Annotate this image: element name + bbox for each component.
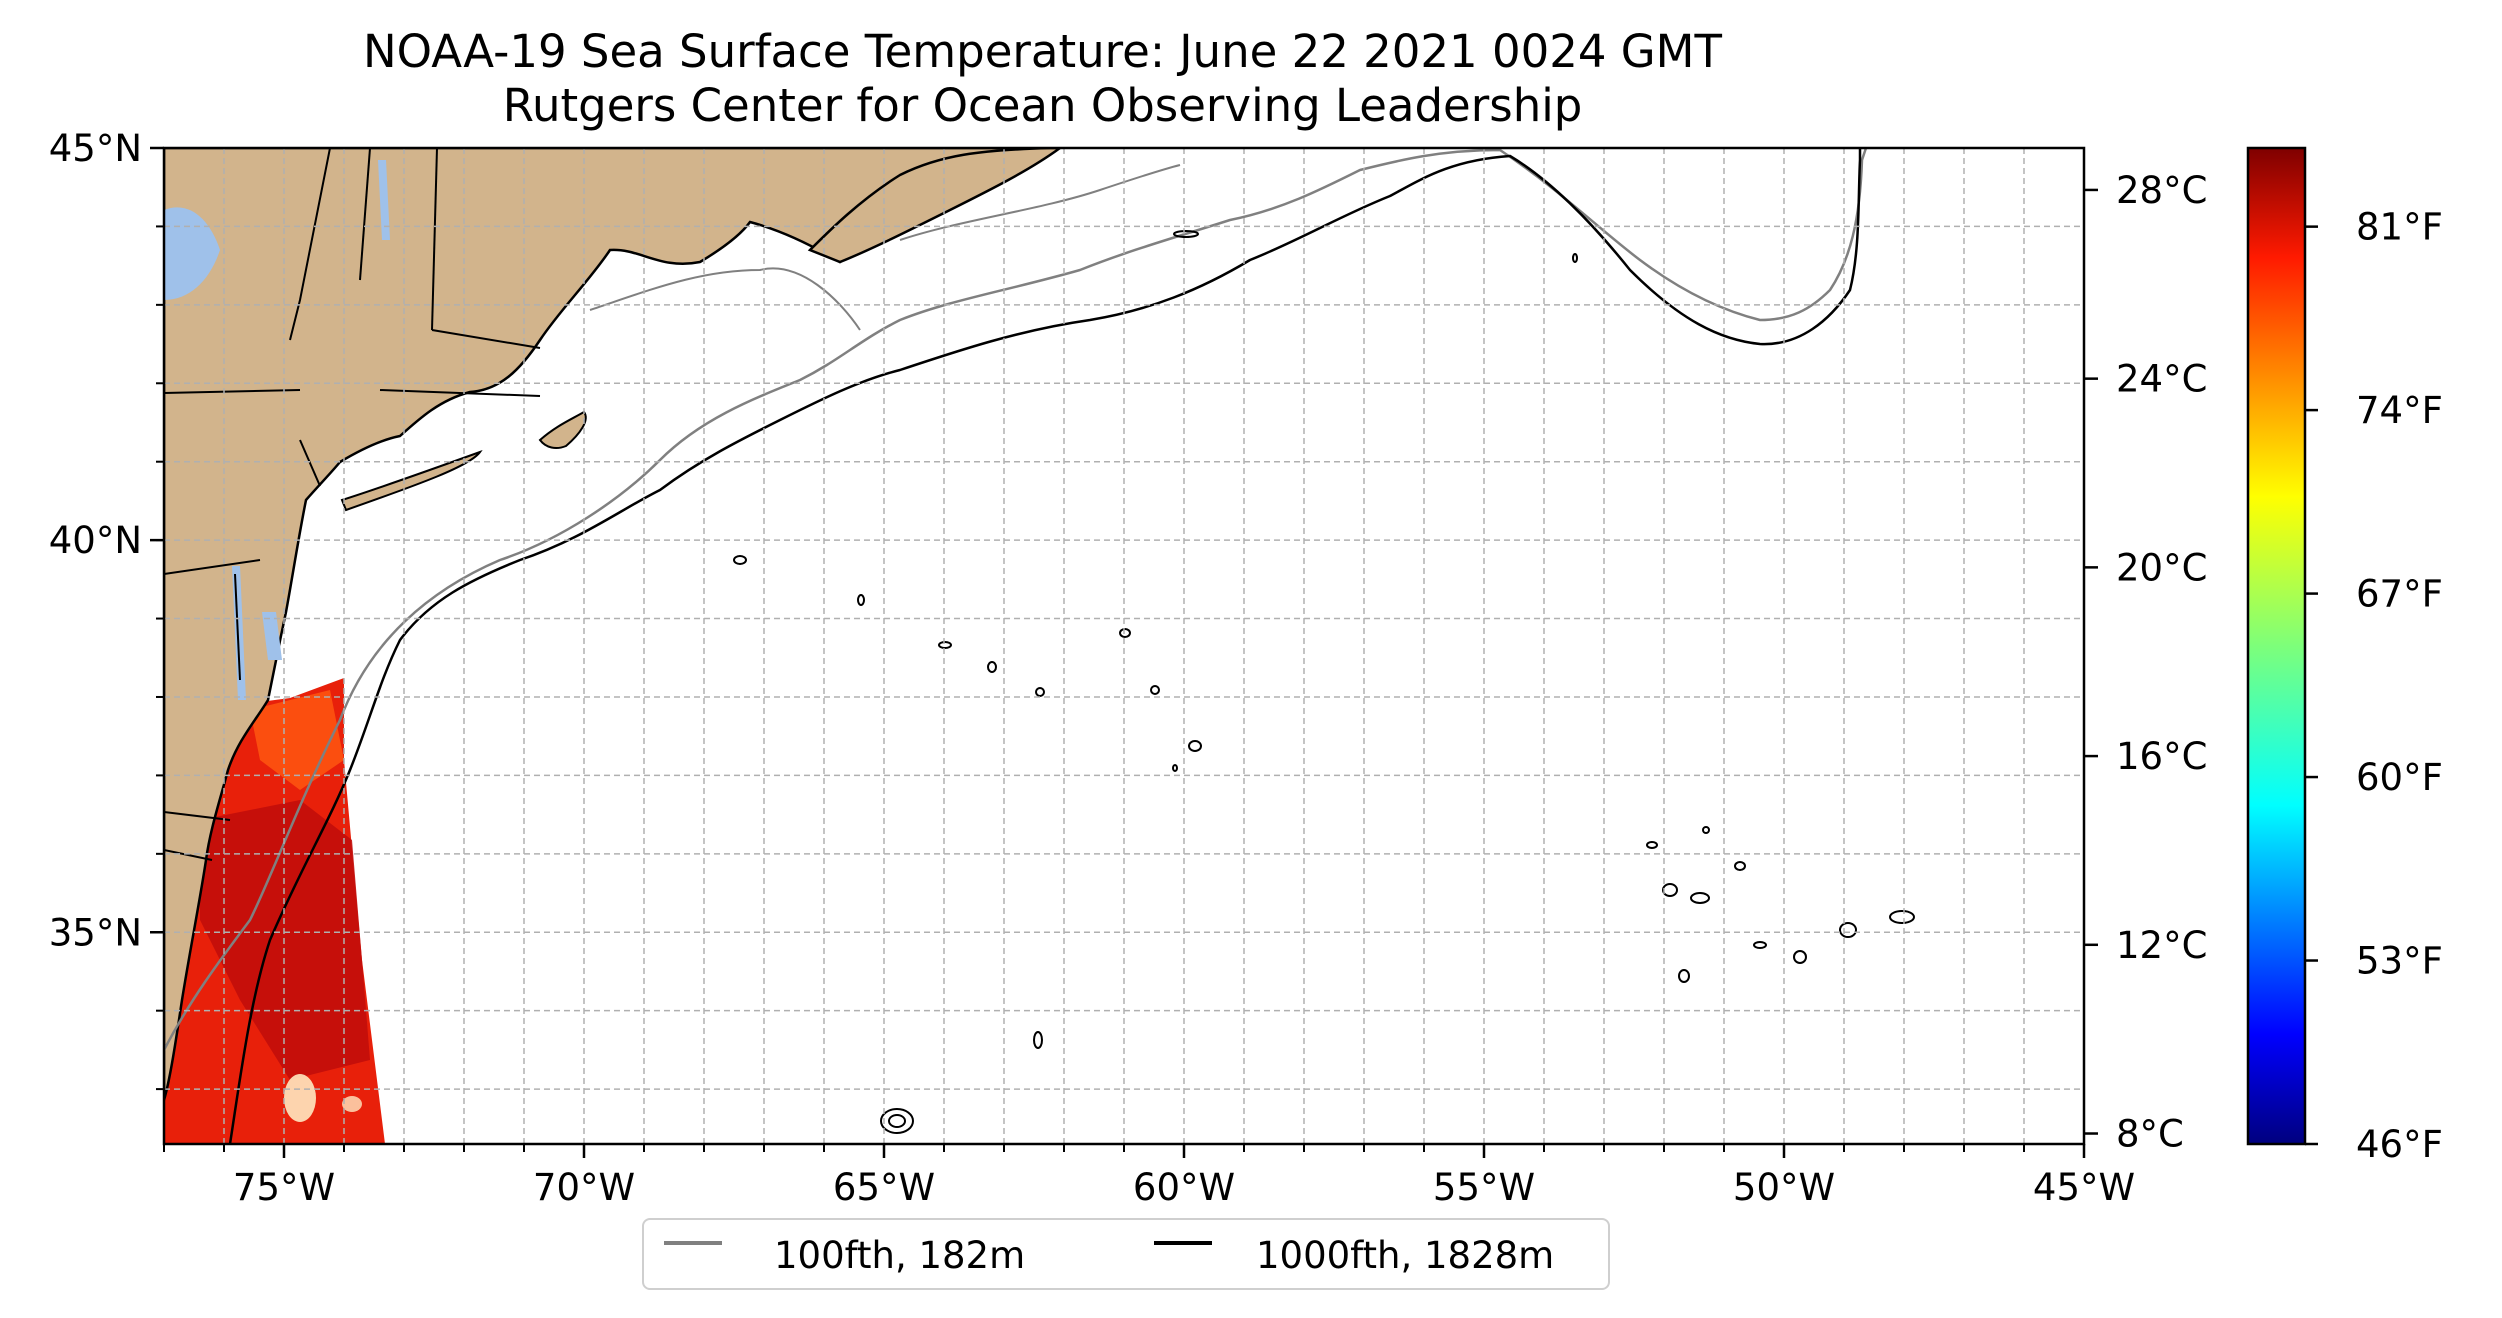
- sst-cloud-patch: [342, 1096, 362, 1112]
- legend-swatch-100fth: [664, 1241, 722, 1245]
- legend-label-1000fth: 1000fth, 1828m: [1256, 1234, 1555, 1277]
- water-lake-champlain: [378, 160, 390, 240]
- lat-tick-label: 45°N: [49, 127, 142, 170]
- isobath-1000fth: [228, 148, 1862, 1144]
- colorbar-gradient: [2246, 146, 2307, 1146]
- colorbar-f-label: 81°F: [2356, 206, 2443, 249]
- colorbar-ticks: 46°F 53°F 60°F 67°F 74°F 81°F 8°C 12°C 16°C 20°C 2…: [2084, 169, 2443, 1166]
- chart-subtitle: Rutgers Center for Ocean Observing Leade…: [502, 79, 1583, 132]
- land-cape-cod: [538, 410, 587, 449]
- lon-tick-label: 75°W: [233, 1166, 335, 1209]
- state-borders: [164, 148, 541, 861]
- lon-tick-label: 45°W: [2033, 1166, 2135, 1209]
- sst-cloud-patch: [284, 1074, 316, 1122]
- land-nova-scotia: [807, 148, 1063, 264]
- lon-tick-label: 70°W: [533, 1166, 635, 1209]
- colorbar-f-label: 74°F: [2356, 389, 2443, 432]
- lat-tick-label: 35°N: [49, 911, 142, 954]
- axis-ticks: 45°N 40°N 35°N 75°W 70°W 65°W 60°W 55°W 50°W 45°W: [49, 127, 2135, 1209]
- colorbar-c-label: 20°C: [2116, 546, 2207, 589]
- colorbar-c-label: 28°C: [2116, 169, 2207, 212]
- water-lake: [164, 207, 220, 300]
- legend-label-100fth: 100fth, 182m: [774, 1234, 1026, 1277]
- graticule: [164, 148, 2084, 1144]
- land-long-island: [340, 449, 483, 512]
- seamounts: [733, 230, 1915, 1134]
- lon-tick-label: 50°W: [1733, 1166, 1835, 1209]
- colorbar-c-label: 16°C: [2116, 735, 2207, 778]
- colorbar-f-label: 60°F: [2356, 756, 2443, 799]
- colorbar-c-label: 12°C: [2116, 924, 2207, 967]
- colorbar-f-label: 46°F: [2356, 1123, 2443, 1166]
- legend-swatch-1000fth: [1154, 1241, 1212, 1245]
- lat-tick-label: 40°N: [49, 519, 142, 562]
- land-mainland: [164, 148, 1053, 1101]
- legend: 100fth, 182m 1000fth, 1828m: [642, 1218, 1610, 1290]
- isobath-100fth: [164, 148, 1868, 1051]
- colorbar-c-label: 8°C: [2116, 1113, 2184, 1156]
- lon-tick-label: 55°W: [1433, 1166, 1535, 1209]
- colorbar-f-label: 53°F: [2356, 940, 2443, 983]
- water-delaware-bay: [262, 612, 282, 660]
- lon-tick-label: 65°W: [833, 1166, 935, 1209]
- sst-swath-cool-patch: [250, 690, 344, 790]
- chart-title: NOAA-19 Sea Surface Temperature: June 22…: [362, 25, 1722, 78]
- map-content: [164, 148, 2084, 1144]
- lon-tick-label: 60°W: [1133, 1166, 1235, 1209]
- colorbar-c-label: 24°C: [2116, 358, 2207, 401]
- colorbar-f-label: 67°F: [2356, 573, 2443, 616]
